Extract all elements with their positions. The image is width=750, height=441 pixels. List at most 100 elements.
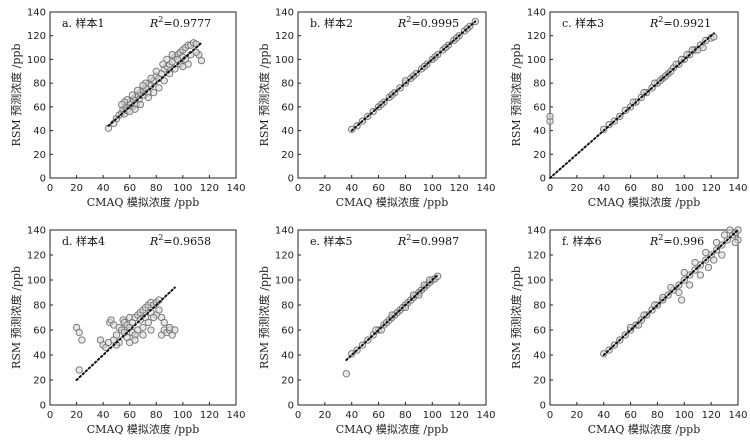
panel-f-ytick-label: 60	[533, 326, 546, 337]
panel-d-data-point	[160, 318, 168, 327]
panel-c-ytick-label: 100	[527, 55, 546, 66]
panel-a-data-point	[147, 74, 155, 83]
panel-e-ytick-label: 100	[275, 276, 294, 287]
panel-d-data-point	[75, 366, 83, 374]
panel-a-xtick-label: 120	[200, 183, 219, 194]
panel-d-y-axis-label: RSM 预测浓度 /ppb	[9, 266, 23, 369]
panel-a-r2-symbol: R	[149, 17, 158, 30]
panel-c-data-point	[699, 43, 707, 52]
panel-d-data-point	[144, 318, 152, 327]
panel-b-xtick-label: 20	[318, 183, 331, 194]
panel-f-xtick-label: 140	[728, 410, 747, 421]
panel-a-ytick-label: 0	[40, 174, 46, 185]
panel-a-ytick-label: 140	[27, 8, 46, 19]
panel-f-data-point	[675, 288, 683, 297]
panel-a-data-point	[168, 51, 176, 59]
panel-c-fit-line	[549, 32, 715, 179]
panel-d-ytick-label: 120	[27, 251, 46, 262]
panel-a-ytick-label: 120	[27, 31, 46, 42]
panel-f-frame	[549, 229, 739, 406]
panel-a-r2-superscript: 2	[158, 15, 163, 24]
panel-c-xtick-label: 60	[624, 183, 637, 194]
panel-e-r2-annotation: R2=0.9987	[397, 233, 459, 248]
panel-f-xtick-label: 120	[702, 410, 721, 421]
panel-c-xtick-label: 120	[702, 183, 721, 194]
panel-d-xtick-label: 140	[226, 410, 245, 421]
panel-b-xtick-label: 120	[450, 183, 469, 194]
panel-e-xtick-label: 120	[450, 410, 469, 421]
panel-d-x-axis-label: CMAQ 模拟浓度 /ppb	[87, 422, 199, 436]
panel-a-x-axis-label: CMAQ 模拟浓度 /ppb	[87, 195, 199, 209]
panel-b-xtick-label: 40	[345, 183, 358, 194]
panel-f-data-point	[726, 226, 734, 234]
panel-e-r2-symbol: R	[397, 235, 406, 248]
panel-a-data-point	[192, 48, 200, 56]
panel-f-data-point	[710, 256, 718, 264]
panel-f-r2-annotation: R2=0.996	[649, 233, 704, 248]
panel-a-y-axis-label: RSM 预测浓度 /ppb	[9, 44, 23, 147]
panel-e-ytick-label: 0	[288, 401, 294, 412]
panel-e-xtick-label: 60	[372, 410, 385, 421]
panel-a-xtick-label: 80	[150, 183, 163, 194]
panel-b-xtick-label: 60	[372, 183, 385, 194]
panel-a-data-point	[152, 67, 160, 75]
panel-f-ytick-label: 20	[533, 376, 546, 387]
panel-a-fit-line	[107, 41, 203, 127]
panel-c-ytick-label: 80	[533, 79, 546, 90]
panel-c-r2-annotation: R2=0.9921	[649, 15, 711, 30]
panel-a-r2-value: =0.9777	[163, 17, 211, 30]
panel-c-r2-value: =0.9921	[663, 17, 711, 30]
panel-b-frame	[297, 11, 487, 179]
panel-d-fit-line	[75, 286, 176, 381]
panel-f-data-point	[731, 238, 739, 247]
panel-a-data-point	[144, 93, 152, 102]
panel-e-data-point	[342, 370, 350, 378]
panel-d-r2-value: =0.9658	[163, 235, 211, 248]
panel-e-xtick-label: 20	[318, 410, 331, 421]
panel-a-xtick-label: 20	[70, 183, 83, 194]
panel-c-xtick-label: 80	[651, 183, 664, 194]
panel-f-xtick-label: 60	[624, 410, 637, 421]
panel-d-data-point	[165, 323, 174, 332]
panel-a-data-point	[159, 60, 167, 68]
panel-c-title: c. 样本3	[562, 16, 604, 30]
panel-c-ytick-label: 40	[533, 126, 546, 137]
panel-e-ytick-label: 80	[281, 301, 294, 312]
panel-e-data-point	[434, 272, 442, 280]
panel-f-xtick-label: 20	[570, 410, 583, 421]
panel-d-ytick-label: 0	[40, 401, 46, 412]
panel-a-ytick-label: 20	[33, 150, 46, 161]
panel-c-x-axis-label: CMAQ 模拟浓度 /ppb	[588, 195, 700, 209]
panel-e-y-axis-label: RSM 预测浓度 /ppb	[257, 266, 271, 369]
panel-d-ytick-label: 60	[33, 326, 46, 337]
panel-e-xtick-label: 0	[295, 410, 301, 421]
panel-f-xtick-label: 80	[651, 410, 664, 421]
panel-d-data-point	[75, 328, 83, 337]
panel-f-ytick-label: 80	[533, 301, 546, 312]
panel-d-data-point	[131, 336, 139, 344]
panel-b-y-axis-label: RSM 预测浓度 /ppb	[257, 44, 271, 147]
panel-d-ytick-label: 40	[33, 351, 46, 362]
panel-f-y-axis-label: RSM 预测浓度 /ppb	[509, 266, 523, 369]
panel-b-r2-value: =0.9995	[411, 17, 459, 30]
panel-e-ytick-label: 60	[281, 326, 294, 337]
panel-d-ytick-label: 80	[33, 301, 46, 312]
panel-c-r2-symbol: R	[649, 17, 658, 30]
panel-a-xtick-label: 0	[47, 183, 53, 194]
panel-c-frame	[549, 11, 739, 179]
panel-f-ytick-label: 100	[527, 276, 546, 287]
panel-d-xtick-label: 100	[173, 410, 192, 421]
panel-e: 0 20 40 60 80 100 120 140 0 20 40 60 80 100 120 140 CMAQ…	[257, 226, 496, 437]
panel-c-xtick-label: 100	[675, 183, 694, 194]
panel-a-title: a. 样本1	[62, 16, 105, 30]
panel-a-ytick-label: 60	[33, 102, 46, 113]
panel-c-ytick-label: 0	[540, 174, 546, 185]
panel-a-data-point	[128, 91, 137, 99]
panel-c-ytick-label: 140	[527, 8, 546, 19]
panel-f-title: f. 样本6	[562, 234, 602, 248]
panel-f-data-point	[686, 281, 694, 289]
panel-f-data-point	[677, 296, 686, 304]
panel-b-ytick-label: 140	[275, 8, 294, 19]
panel-d-data-point	[155, 306, 163, 314]
panel-c-ytick-label: 60	[533, 102, 546, 113]
